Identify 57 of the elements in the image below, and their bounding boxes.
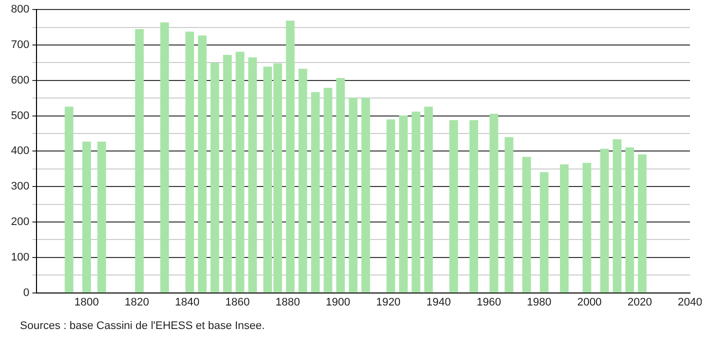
x-tick-label: 1840 bbox=[174, 296, 200, 308]
y-tick-label: 800 bbox=[10, 4, 30, 16]
bar bbox=[399, 115, 408, 293]
x-tick-label: 1800 bbox=[74, 296, 99, 308]
y-tick-label: 100 bbox=[10, 251, 30, 264]
y-tick-label: 0 bbox=[23, 286, 30, 299]
x-tick-label: 1940 bbox=[426, 296, 451, 308]
x-tick-label: 2000 bbox=[577, 296, 602, 308]
bar bbox=[504, 137, 514, 293]
bar bbox=[223, 54, 232, 293]
y-tick-label: 400 bbox=[10, 145, 30, 158]
bar bbox=[469, 120, 478, 293]
bar bbox=[160, 22, 169, 293]
x-tick-label: 1860 bbox=[225, 296, 250, 308]
x-tick-label: 1920 bbox=[376, 296, 401, 308]
bar bbox=[135, 29, 144, 293]
bar bbox=[449, 120, 458, 293]
bar bbox=[311, 92, 320, 293]
bar bbox=[582, 162, 592, 293]
bar bbox=[540, 172, 549, 293]
bar bbox=[361, 98, 370, 293]
bar bbox=[298, 68, 308, 293]
y-tick-label: 600 bbox=[10, 74, 30, 86]
bar bbox=[522, 156, 531, 293]
bar bbox=[625, 147, 634, 293]
bar bbox=[560, 164, 569, 293]
y-tick-label: 500 bbox=[10, 110, 30, 122]
x-tick-label: 1880 bbox=[276, 296, 300, 308]
y-tick-label: 200 bbox=[10, 216, 30, 228]
bar bbox=[82, 142, 91, 293]
bar bbox=[236, 52, 244, 293]
bar bbox=[97, 142, 106, 293]
x-tick-label: 1820 bbox=[124, 296, 150, 308]
bar bbox=[210, 62, 220, 293]
y-tick-label: 300 bbox=[10, 180, 30, 193]
bar bbox=[336, 78, 345, 293]
bar bbox=[386, 119, 396, 293]
bar bbox=[324, 88, 332, 293]
bar bbox=[348, 98, 358, 293]
y-tick-label: 700 bbox=[10, 39, 30, 52]
bar bbox=[198, 35, 207, 293]
x-tick-label: 1900 bbox=[326, 296, 350, 308]
bar bbox=[286, 20, 295, 293]
bar bbox=[185, 32, 194, 293]
bar bbox=[248, 57, 257, 293]
x-tick-label: 1980 bbox=[526, 296, 552, 308]
bar bbox=[600, 148, 609, 293]
bar bbox=[490, 114, 498, 293]
bar bbox=[64, 106, 74, 293]
x-tick-label: 2040 bbox=[678, 296, 702, 308]
x-tick-label: 1960 bbox=[476, 296, 502, 308]
source-note: Sources : base Cassini de l'EHESS et base Insee. bbox=[20, 320, 265, 332]
bar bbox=[612, 139, 622, 293]
bar bbox=[424, 106, 433, 293]
bar bbox=[412, 112, 420, 293]
bar bbox=[638, 154, 647, 293]
x-tick-label: 2020 bbox=[627, 296, 652, 308]
